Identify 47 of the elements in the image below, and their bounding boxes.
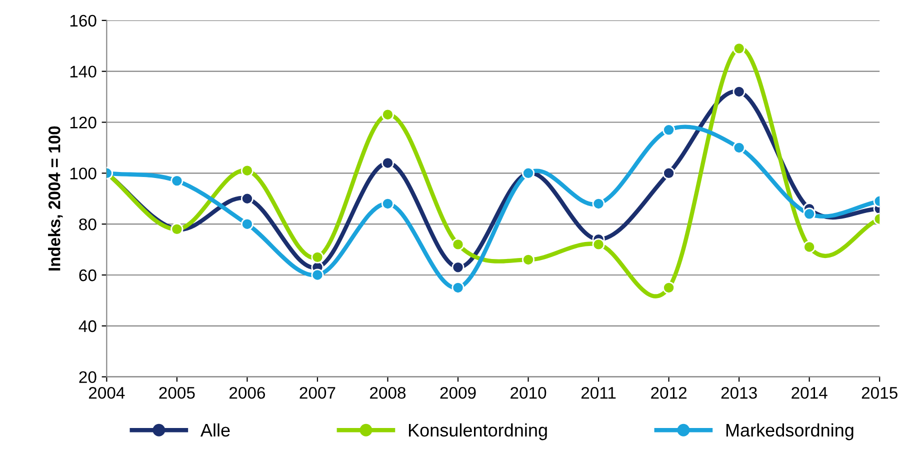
point bbox=[803, 240, 816, 254]
x-tick-label: 2004 bbox=[88, 386, 125, 399]
y-tick-label: 80 bbox=[79, 218, 96, 230]
y-tick-label: 100 bbox=[70, 168, 96, 180]
point bbox=[452, 238, 464, 251]
point bbox=[240, 218, 254, 230]
x-tick-label: 2013 bbox=[721, 386, 757, 399]
point bbox=[803, 208, 816, 220]
point bbox=[311, 268, 324, 282]
point bbox=[592, 238, 605, 251]
legend-label: Konsulentordning bbox=[408, 423, 547, 440]
y-tick-label: 120 bbox=[70, 116, 96, 128]
y-tick-label: 140 bbox=[70, 66, 96, 78]
x-tick-label: 2014 bbox=[792, 386, 828, 399]
y-axis-title: Indeks, 2004 = 100 bbox=[48, 126, 63, 270]
y-tick-label: 40 bbox=[78, 320, 96, 332]
point bbox=[732, 42, 746, 55]
y-tick-label: 20 bbox=[79, 371, 96, 384]
point bbox=[240, 192, 254, 205]
point bbox=[381, 108, 394, 121]
x-tick-label: 2010 bbox=[510, 386, 546, 399]
x-tick-label: 2015 bbox=[862, 386, 898, 399]
point bbox=[170, 174, 184, 188]
point bbox=[662, 166, 676, 180]
point bbox=[662, 281, 676, 294]
point bbox=[592, 197, 605, 210]
point bbox=[452, 261, 464, 274]
point bbox=[522, 253, 535, 266]
point bbox=[311, 250, 324, 264]
point bbox=[381, 156, 394, 170]
y-tick-label: 160 bbox=[70, 14, 96, 27]
point bbox=[452, 281, 464, 294]
x-tick-label: 2012 bbox=[651, 386, 686, 399]
x-tick-label: 2005 bbox=[159, 386, 195, 399]
point bbox=[381, 197, 394, 210]
x-tick-label: 2007 bbox=[300, 386, 336, 399]
x-tick-label: 2011 bbox=[581, 386, 616, 399]
point bbox=[240, 164, 254, 177]
point bbox=[732, 85, 746, 98]
y-tick-label: 60 bbox=[79, 269, 96, 282]
x-tick-label: 2009 bbox=[440, 386, 476, 399]
legend-label: Markedsordning bbox=[726, 423, 854, 440]
legend-label: Alle bbox=[200, 423, 230, 437]
x-tick-label: 2006 bbox=[230, 386, 266, 399]
point bbox=[662, 124, 676, 136]
point bbox=[732, 141, 746, 154]
x-tick-label: 2008 bbox=[370, 386, 406, 399]
